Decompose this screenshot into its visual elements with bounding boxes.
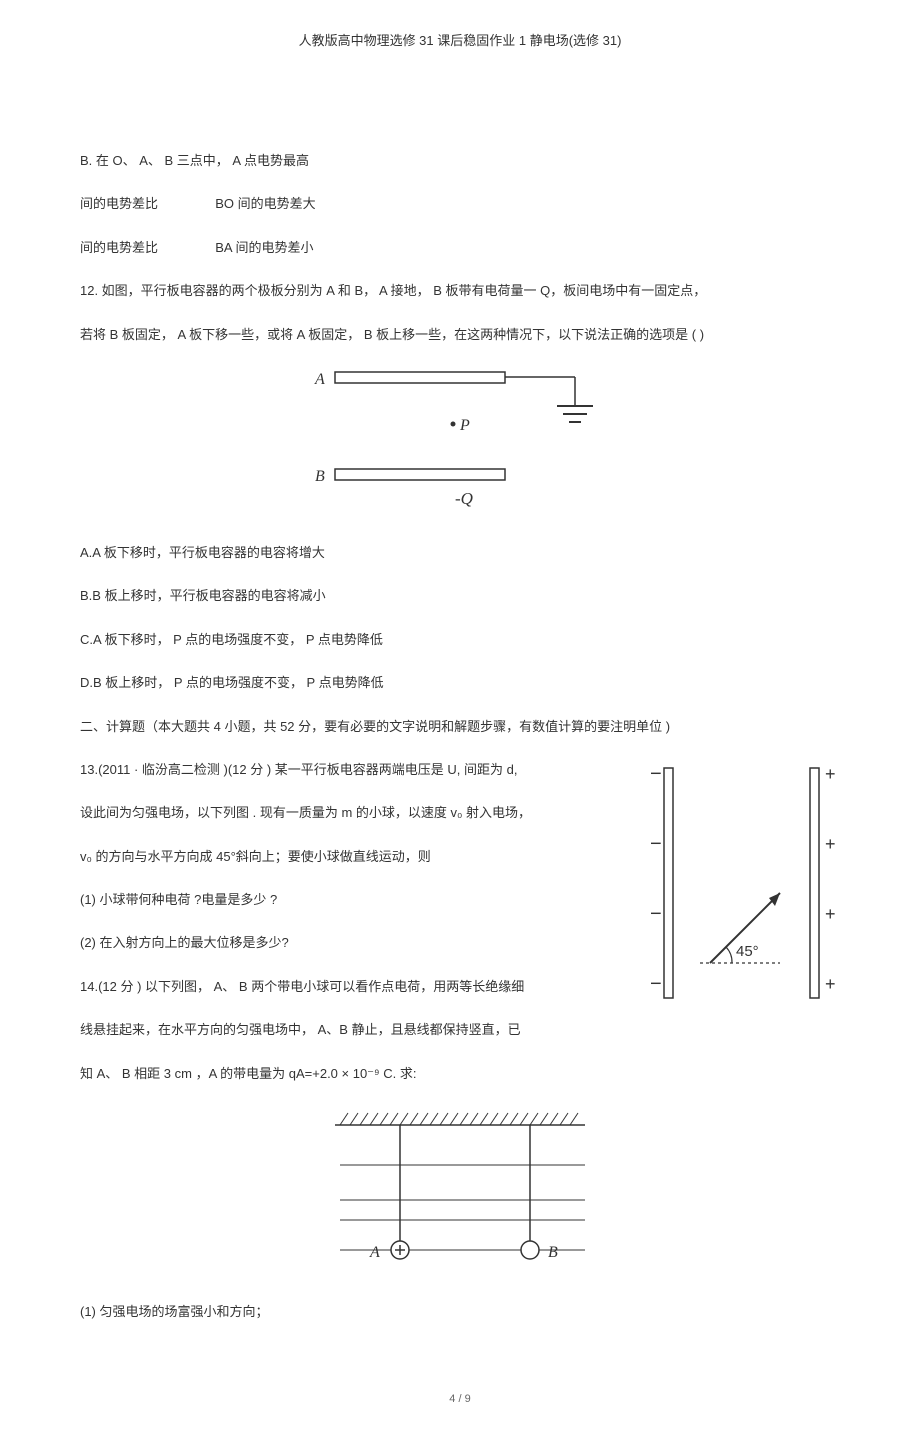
minus-sign: − (650, 763, 662, 785)
q12-opt-c: C.A 板下移时， P 点的电场强度不变， P 点电势降低 (80, 628, 840, 651)
label-p: P (459, 417, 470, 434)
arrow-head-icon (769, 893, 780, 906)
page-header: 人教版高中物理选修 31 课后稳固作业 1 静电场(选修 31) (80, 30, 840, 49)
q14-line-b: 线悬挂起来，在水平方向的匀强电场中， A、B 静止，且悬线都保持竖直，已 (80, 1018, 840, 1041)
line-gap-2: 间的电势差比 BA 间的电势差小 (80, 236, 840, 259)
content-body: B. 在 O、 A、 B 三点中， A 点电势最高 间的电势差比 BO 间的电势… (80, 149, 840, 1323)
angle-arc (726, 947, 732, 963)
parallel-plates-diagram: − − − − + + + + 45° (650, 758, 840, 1008)
minus-sign: − (650, 903, 662, 925)
angle-label: 45° (736, 943, 759, 960)
label-q: -Q (455, 489, 473, 508)
figure-q14: A B (80, 1105, 840, 1275)
suspended-charges-diagram: A B (305, 1105, 615, 1275)
label-b: B (548, 1244, 558, 1261)
plus-sign: + (825, 764, 836, 784)
line-gap-1: 间的电势差比 BO 间的电势差大 (80, 192, 840, 215)
text-fragment: 间的电势差比 (80, 240, 158, 255)
label-a: A (369, 1244, 380, 1261)
plate-a (335, 372, 505, 383)
q12-opt-d: D.B 板上移时， P 点的电场强度不变， P 点电势降低 (80, 671, 840, 694)
point-p-dot (451, 421, 456, 426)
text-fragment: BO 间的电势差大 (215, 196, 315, 211)
section-2-heading: 二、计算题（本大题共 4 小题，共 52 分，要有必要的文字说明和解题步骤，有数… (80, 715, 840, 738)
q12-opt-b: B.B 板上移时，平行板电容器的电容将减小 (80, 584, 840, 607)
figure-q12: A P B -Q (80, 366, 840, 516)
document-page: 人教版高中物理选修 31 课后稳固作业 1 静电场(选修 31) B. 在 O、… (0, 0, 920, 1445)
q12-line-b: 若将 B 板固定， A 板下移一些，或将 A 板固定， B 板上移一些，在这两种… (80, 323, 840, 346)
right-plate (810, 768, 819, 998)
plus-sign: + (825, 974, 836, 994)
text-fragment: 间的电势差比 (80, 196, 158, 211)
hatching (340, 1113, 578, 1125)
plate-b (335, 469, 505, 480)
charge-b (521, 1241, 539, 1259)
left-plate (664, 768, 673, 998)
figure-q13: − − − − + + + + 45° (650, 758, 840, 1008)
label-b: B (315, 468, 325, 485)
plus-sign: + (825, 904, 836, 924)
minus-sign: − (650, 973, 662, 995)
q12-opt-a: A.A 板下移时，平行板电容器的电容将增大 (80, 541, 840, 564)
capacitor-diagram: A P B -Q (295, 366, 625, 516)
minus-sign: − (650, 833, 662, 855)
text-fragment: BA 间的电势差小 (215, 240, 313, 255)
q12-line-a: 12. 如图，平行板电容器的两个极板分别为 A 和 B， A 接地， B 板带有… (80, 279, 840, 302)
q14-line-c: 知 A、 B 相距 3 cm ，A 的带电量为 qA=+2.0 × 10⁻⁹ C… (80, 1062, 840, 1085)
page-footer: 4 / 9 (80, 1393, 840, 1405)
plus-sign: + (825, 834, 836, 854)
option-b-text: B. 在 O、 A、 B 三点中， A 点电势最高 (80, 149, 840, 172)
label-a: A (314, 371, 325, 388)
q14-sub-1: (1) 匀强电场的场富强小和方向； (80, 1300, 840, 1323)
